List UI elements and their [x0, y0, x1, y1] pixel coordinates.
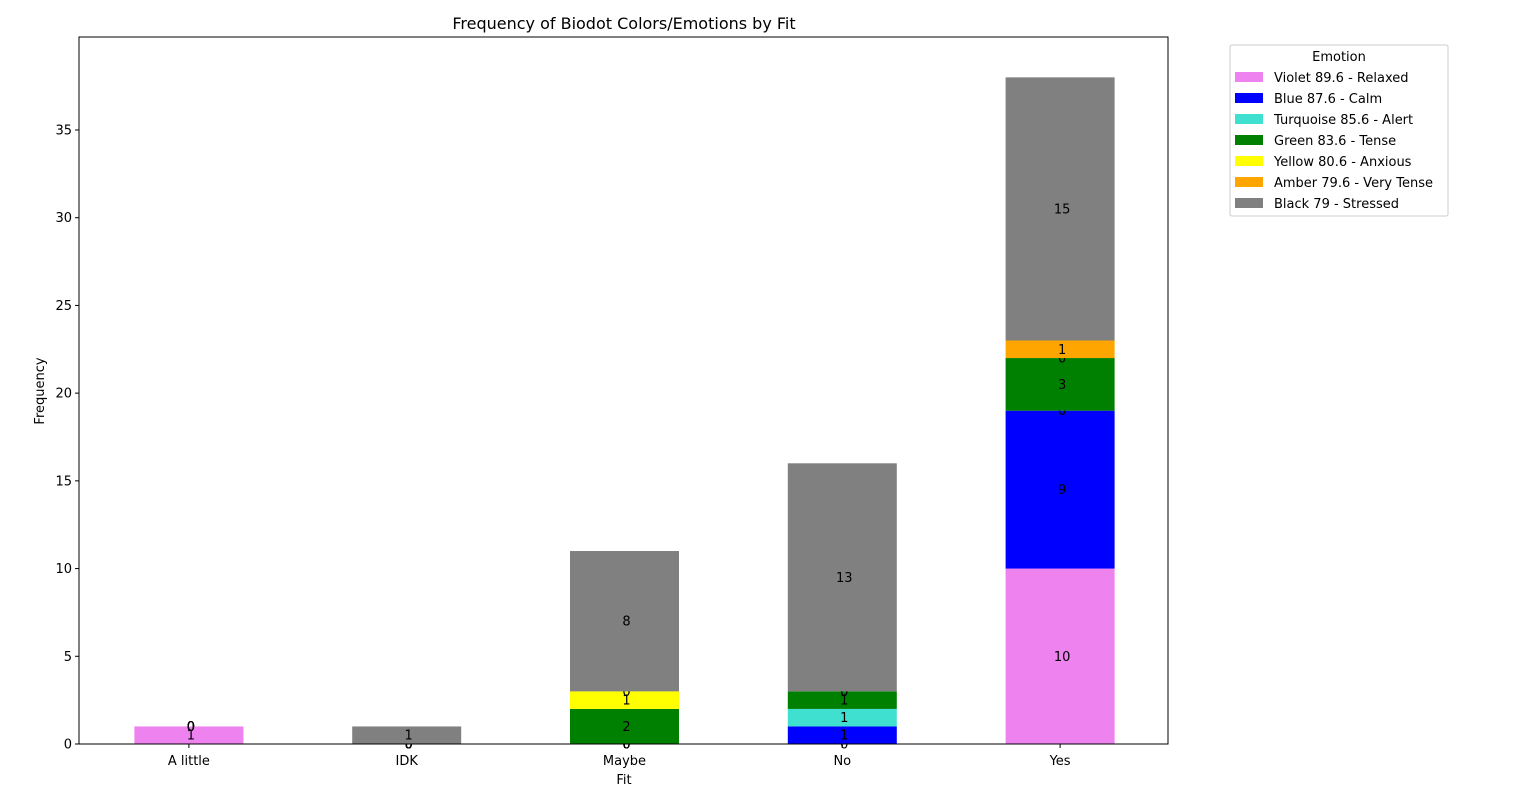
bar-value-label: 0 — [622, 738, 630, 753]
bar-value-label: 0 — [622, 738, 630, 753]
bar-value-label: 0 — [405, 738, 413, 753]
bar-segment — [570, 691, 679, 709]
x-tick-label: Maybe — [603, 754, 646, 769]
bar-value-label: 0 — [187, 720, 195, 735]
bar-value-label: 1 — [840, 711, 848, 726]
bar-value-label: 1 — [1058, 343, 1066, 358]
bar-value-label: 1 — [187, 729, 195, 744]
bar-value-label: 0 — [405, 738, 413, 753]
y-tick-label: 15 — [55, 474, 72, 489]
bar-value-label: 0 — [187, 720, 195, 735]
bar-value-label: 0 — [405, 738, 413, 753]
bar-value-label: 0 — [187, 720, 195, 735]
legend-swatch — [1235, 72, 1263, 82]
legend-entry-label: Turquoise 85.6 - Alert — [1273, 113, 1413, 128]
bar-value-label: 3 — [1058, 378, 1066, 393]
bar-segment — [134, 726, 244, 744]
legend-entry-label: Yellow 80.6 - Anxious — [1273, 155, 1412, 170]
bar-segment — [352, 726, 462, 744]
x-axis-label: Fit — [616, 773, 631, 788]
legend-swatch — [1235, 177, 1263, 187]
bar-value-label: 13 — [836, 571, 853, 586]
bar-value-label: 15 — [1054, 202, 1071, 217]
legend-entry-label: Blue 87.6 - Calm — [1274, 92, 1382, 107]
bar-value-label: 8 — [622, 615, 630, 630]
bar-segment — [1005, 77, 1115, 341]
plot-frame — [78, 36, 1169, 745]
legend-entry-label: Green 83.6 - Tense — [1274, 134, 1396, 149]
chart-title: Frequency of Biodot Colors/Emotions by F… — [452, 14, 795, 33]
bar-value-label: 1 — [622, 694, 630, 709]
bar-segment — [1005, 340, 1115, 359]
legend-title: Emotion — [1312, 50, 1366, 65]
legend-swatch — [1235, 156, 1263, 166]
x-tick-label: A little — [168, 754, 210, 769]
bar-value-label: 0 — [405, 738, 413, 753]
bar-segment — [787, 708, 897, 727]
bar-value-label: 0 — [405, 738, 413, 753]
bar-value-label: 0 — [1058, 352, 1066, 367]
legend-entry-label: Violet 89.6 - Relaxed — [1274, 71, 1408, 86]
y-tick-label: 30 — [55, 211, 72, 226]
bar-value-label: 10 — [1054, 650, 1071, 665]
bar-value-label: 0 — [187, 720, 195, 735]
y-tick-label: 0 — [64, 738, 72, 753]
legend: Emotion Violet 89.6 - Relaxed Blue 87.6 -… — [1229, 44, 1449, 217]
bar-value-label: 2 — [622, 720, 630, 735]
y-tick-label: 5 — [64, 650, 72, 665]
legend-swatch — [1235, 135, 1263, 145]
bar-value-label: 0 — [622, 738, 630, 753]
bar-value-label: 0 — [840, 685, 848, 700]
bar-segment — [787, 463, 897, 692]
bar-segment — [570, 708, 679, 744]
bar-segment — [787, 691, 897, 709]
y-tick-label: 35 — [55, 123, 72, 138]
bar-value-label: 0 — [405, 738, 413, 753]
x-tick-label: Yes — [1049, 754, 1071, 769]
x-tick-label: No — [833, 754, 851, 769]
legend-entry-label: Amber 79.6 - Very Tense — [1274, 176, 1433, 191]
bar-value-label: 0 — [187, 720, 195, 735]
bar-value-label: 9 — [1058, 483, 1066, 498]
bar-segment — [570, 551, 679, 692]
legend-swatch — [1235, 93, 1263, 103]
bar-value-label: 0 — [1058, 404, 1066, 419]
bar-value-label: 0 — [840, 685, 848, 700]
y-tick-label: 25 — [55, 299, 72, 314]
bar-value-label: 1 — [840, 694, 848, 709]
legend-swatch — [1235, 198, 1263, 208]
bar-value-label: 1 — [405, 729, 413, 744]
y-tick-label: 10 — [55, 562, 72, 577]
legend-entry-label: Black 79 - Stressed — [1274, 197, 1399, 212]
bar-segment — [1005, 568, 1115, 744]
bar-value-label: 1 — [840, 729, 848, 744]
x-tick-label: IDK — [396, 754, 419, 769]
bar-segment — [787, 726, 897, 744]
y-tick-label: 20 — [55, 387, 72, 402]
legend-swatch — [1235, 114, 1263, 124]
bar-value-label: 0 — [187, 720, 195, 735]
bar-segment — [1005, 410, 1115, 569]
y-axis-label: Frequency — [33, 357, 48, 424]
bar-value-label: 0 — [840, 738, 848, 753]
legend-box — [1229, 44, 1449, 217]
bar-segment — [1005, 358, 1115, 411]
bar-value-label: 0 — [622, 685, 630, 700]
